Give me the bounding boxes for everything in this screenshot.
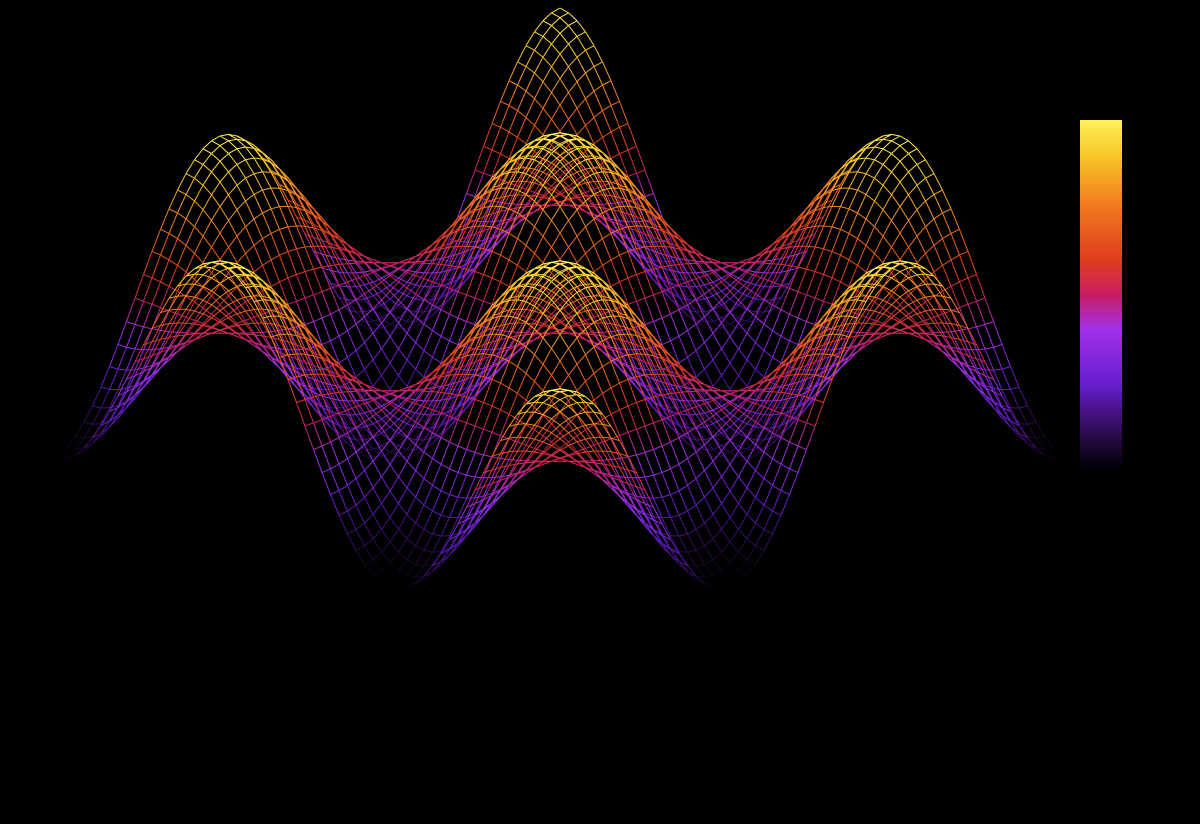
surface-plot-container (0, 0, 1200, 824)
colorbar (0, 0, 1200, 824)
